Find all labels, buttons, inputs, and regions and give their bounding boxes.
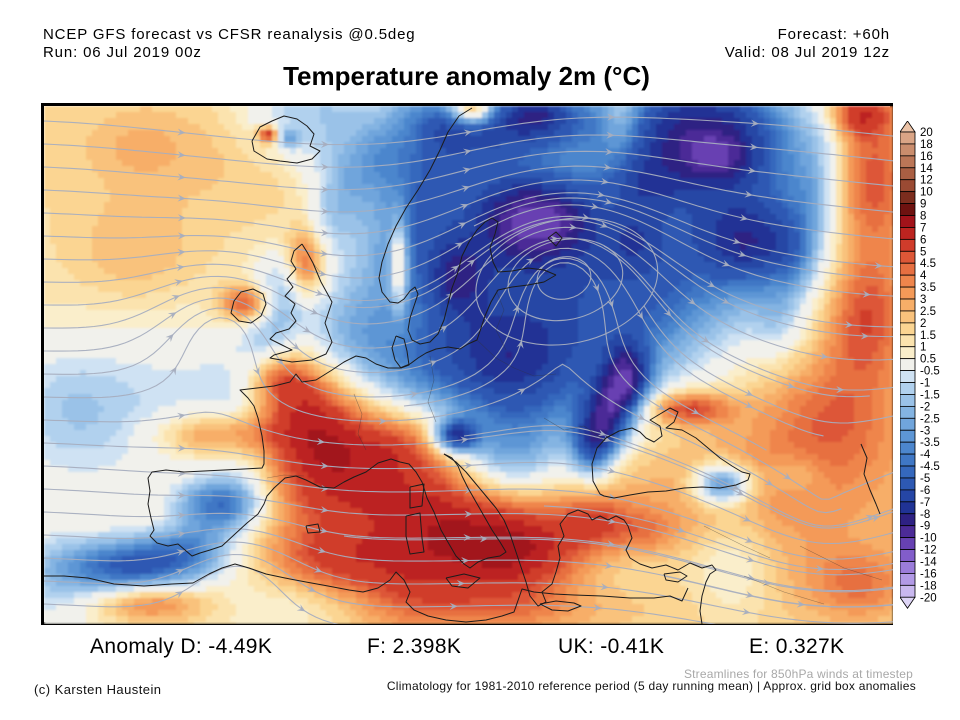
svg-text:5: 5 (920, 246, 926, 258)
svg-text:-12: -12 (920, 545, 937, 557)
svg-text:-4.5: -4.5 (920, 461, 940, 473)
svg-text:3.5: 3.5 (920, 282, 936, 294)
svg-text:10: 10 (920, 187, 933, 199)
svg-text:18: 18 (920, 139, 933, 151)
svg-text:4.5: 4.5 (920, 258, 936, 270)
svg-text:2.5: 2.5 (920, 306, 936, 318)
svg-text:1.5: 1.5 (920, 330, 936, 342)
svg-text:3: 3 (920, 294, 926, 306)
svg-text:-9: -9 (920, 521, 930, 533)
svg-text:2: 2 (920, 318, 926, 330)
svg-text:-7: -7 (920, 497, 930, 509)
svg-text:-2.5: -2.5 (920, 413, 940, 425)
svg-text:-3: -3 (920, 425, 930, 437)
svg-text:6: 6 (920, 234, 926, 246)
svg-text:-18: -18 (920, 580, 937, 592)
svg-text:-14: -14 (920, 556, 937, 568)
svg-text:-10: -10 (920, 533, 937, 545)
svg-text:20: 20 (920, 127, 933, 139)
svg-text:-2: -2 (920, 401, 930, 413)
svg-text:8: 8 (920, 211, 926, 223)
svg-text:14: 14 (920, 163, 933, 175)
svg-text:9: 9 (920, 199, 926, 211)
svg-text:-0.5: -0.5 (920, 366, 940, 378)
svg-text:-16: -16 (920, 568, 937, 580)
svg-text:-1: -1 (920, 378, 930, 390)
svg-text:-5: -5 (920, 473, 930, 485)
svg-text:12: 12 (920, 175, 933, 187)
svg-text:-1.5: -1.5 (920, 389, 940, 401)
svg-text:1: 1 (920, 342, 926, 354)
svg-text:16: 16 (920, 151, 933, 163)
svg-text:7: 7 (920, 222, 926, 234)
svg-text:4: 4 (920, 270, 927, 282)
svg-text:-4: -4 (920, 449, 931, 461)
svg-text:0.5: 0.5 (920, 354, 936, 366)
svg-text:-6: -6 (920, 485, 930, 497)
svg-text:-20: -20 (920, 592, 937, 604)
svg-text:-3.5: -3.5 (920, 437, 940, 449)
svg-text:-8: -8 (920, 509, 930, 521)
